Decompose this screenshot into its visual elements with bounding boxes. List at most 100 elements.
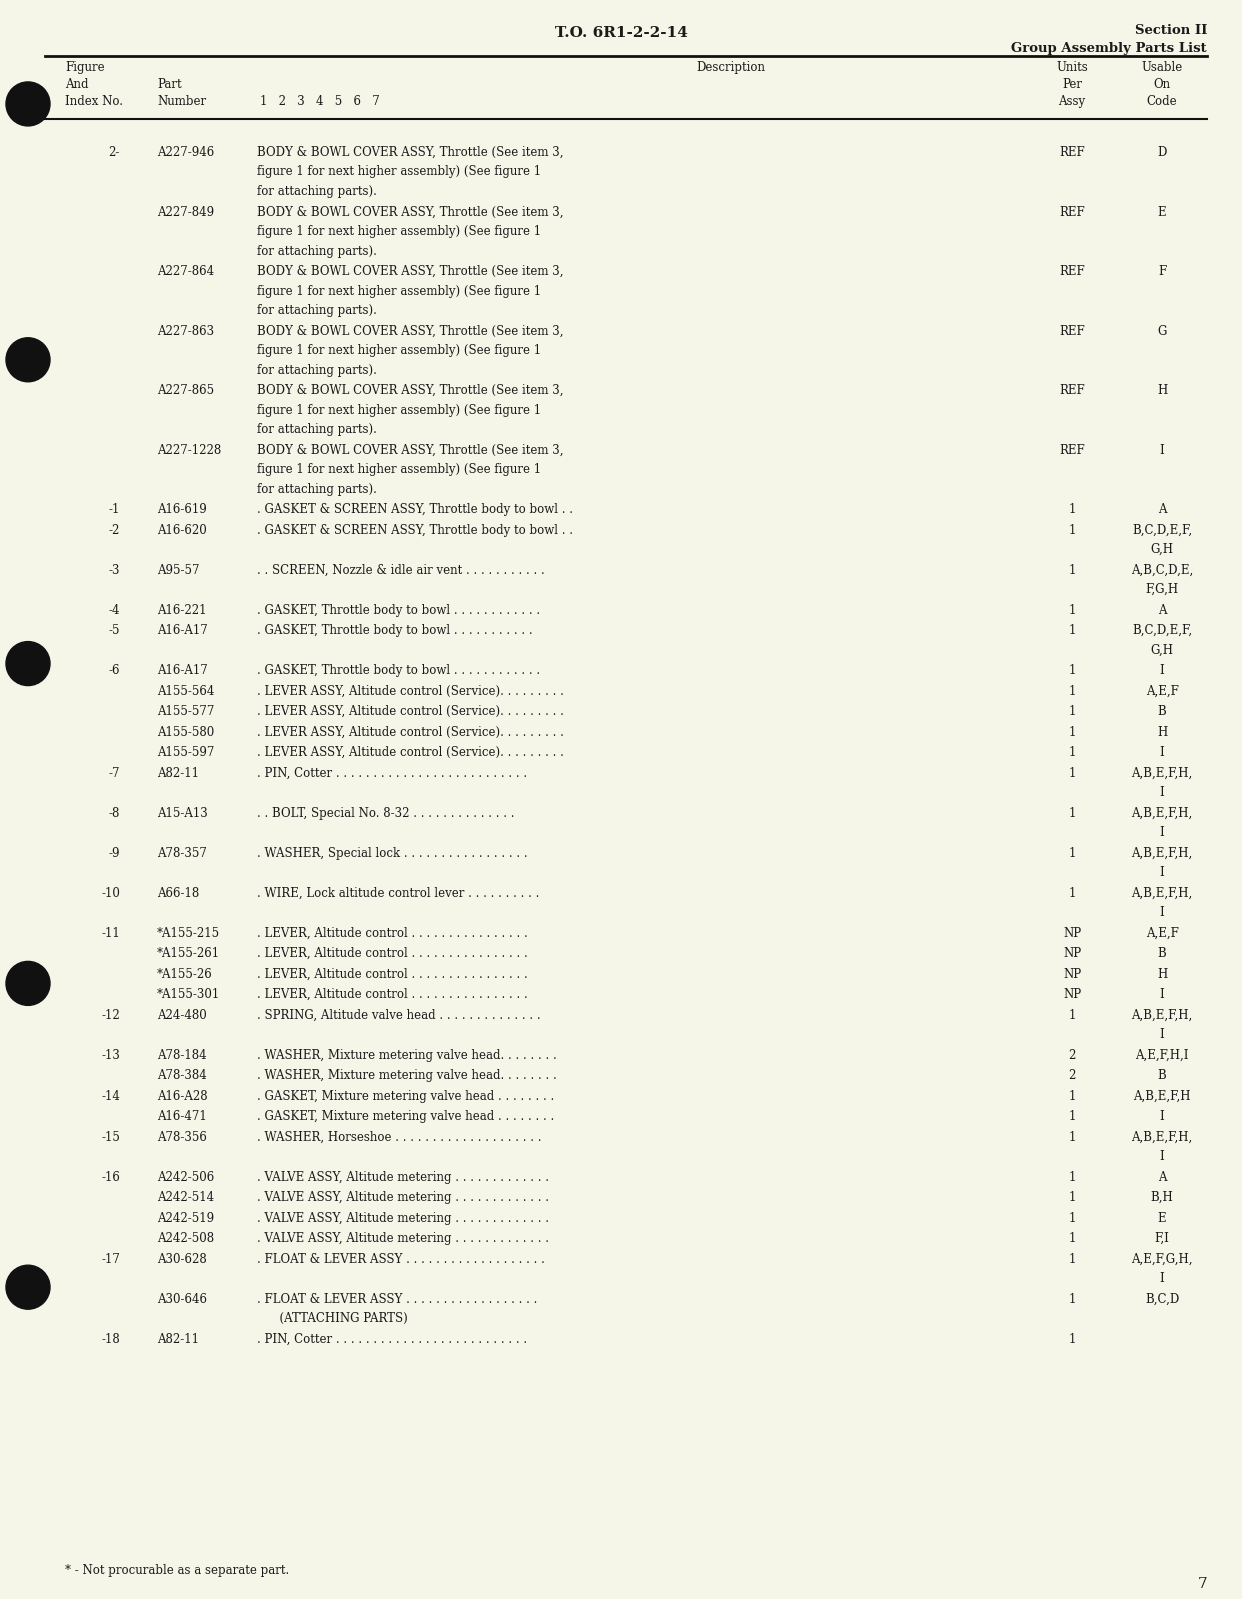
- Text: A227-865: A227-865: [156, 384, 214, 397]
- Text: . GASKET, Throttle body to bowl . . . . . . . . . . . .: . GASKET, Throttle body to bowl . . . . …: [257, 603, 540, 617]
- Text: Usable: Usable: [1141, 61, 1182, 74]
- Text: for attaching parts).: for attaching parts).: [257, 363, 376, 376]
- Text: A82-11: A82-11: [156, 766, 199, 779]
- Text: A16-471: A16-471: [156, 1110, 206, 1122]
- Text: 1: 1: [1068, 523, 1076, 537]
- Text: REF: REF: [1059, 206, 1084, 219]
- Text: -17: -17: [101, 1252, 120, 1265]
- Text: A16-A17: A16-A17: [156, 624, 207, 636]
- Text: 1: 1: [1068, 886, 1076, 900]
- Text: BODY & BOWL COVER ASSY, Throttle (See item 3,: BODY & BOWL COVER ASSY, Throttle (See it…: [257, 325, 564, 337]
- Text: *A155-26: *A155-26: [156, 967, 212, 980]
- Text: I: I: [1160, 988, 1165, 1001]
- Text: BODY & BOWL COVER ASSY, Throttle (See item 3,: BODY & BOWL COVER ASSY, Throttle (See it…: [257, 146, 564, 158]
- Text: A95-57: A95-57: [156, 563, 200, 577]
- Circle shape: [6, 641, 50, 686]
- Text: A,B,E,F,H,: A,B,E,F,H,: [1131, 806, 1192, 820]
- Text: Assy: Assy: [1058, 94, 1086, 109]
- Text: 1: 1: [1068, 1332, 1076, 1345]
- Text: I: I: [1160, 787, 1165, 800]
- Text: -8: -8: [108, 806, 120, 820]
- Text: B: B: [1158, 1070, 1166, 1083]
- Text: A155-580: A155-580: [156, 726, 215, 739]
- Text: NP: NP: [1063, 947, 1081, 959]
- Text: A82-11: A82-11: [156, 1332, 199, 1345]
- Text: . . SCREEN, Nozzle & idle air vent . . . . . . . . . . .: . . SCREEN, Nozzle & idle air vent . . .…: [257, 563, 545, 577]
- Text: A: A: [1158, 603, 1166, 617]
- Text: . SPRING, Altitude valve head . . . . . . . . . . . . . .: . SPRING, Altitude valve head . . . . . …: [257, 1009, 540, 1022]
- Text: . PIN, Cotter . . . . . . . . . . . . . . . . . . . . . . . . . .: . PIN, Cotter . . . . . . . . . . . . . …: [257, 1332, 527, 1345]
- Text: 2: 2: [1068, 1070, 1076, 1083]
- Text: T.O. 6R1-2-2-14: T.O. 6R1-2-2-14: [555, 26, 687, 40]
- Text: 1: 1: [1068, 624, 1076, 636]
- Text: A227-1228: A227-1228: [156, 443, 221, 456]
- Text: Figure: Figure: [65, 61, 104, 74]
- Text: And: And: [65, 78, 88, 91]
- Text: A227-864: A227-864: [156, 265, 214, 278]
- Text: Number: Number: [156, 94, 206, 109]
- Text: F,I: F,I: [1155, 1231, 1170, 1246]
- Text: BODY & BOWL COVER ASSY, Throttle (See item 3,: BODY & BOWL COVER ASSY, Throttle (See it…: [257, 384, 564, 397]
- Text: I: I: [1160, 907, 1165, 919]
- Text: A,B,E,F,H: A,B,E,F,H: [1133, 1089, 1191, 1102]
- Text: G,H: G,H: [1150, 643, 1174, 657]
- Text: for attaching parts).: for attaching parts).: [257, 245, 376, 257]
- Text: 1: 1: [1068, 705, 1076, 718]
- Text: Section II: Section II: [1135, 24, 1207, 37]
- Text: . FLOAT & LEVER ASSY . . . . . . . . . . . . . . . . . .: . FLOAT & LEVER ASSY . . . . . . . . . .…: [257, 1292, 538, 1305]
- Text: -14: -14: [101, 1089, 120, 1102]
- Text: A78-184: A78-184: [156, 1049, 206, 1062]
- Text: for attaching parts).: for attaching parts).: [257, 483, 376, 496]
- Text: 1: 1: [1068, 806, 1076, 820]
- Text: Description: Description: [697, 61, 765, 74]
- Text: Group Assembly Parts List: Group Assembly Parts List: [1011, 42, 1207, 54]
- Text: 1: 1: [1068, 1212, 1076, 1225]
- Text: A155-577: A155-577: [156, 705, 215, 718]
- Text: B,H: B,H: [1150, 1191, 1174, 1204]
- Text: . LEVER, Altitude control . . . . . . . . . . . . . . . .: . LEVER, Altitude control . . . . . . . …: [257, 988, 528, 1001]
- Text: 1: 1: [1068, 1009, 1076, 1022]
- Text: -12: -12: [102, 1009, 120, 1022]
- Text: A16-620: A16-620: [156, 523, 206, 537]
- Text: A,E,F: A,E,F: [1145, 684, 1179, 697]
- Text: . GASKET & SCREEN ASSY, Throttle body to bowl . .: . GASKET & SCREEN ASSY, Throttle body to…: [257, 504, 573, 516]
- Text: -1: -1: [108, 504, 120, 516]
- Text: A78-384: A78-384: [156, 1070, 206, 1083]
- Text: NP: NP: [1063, 926, 1081, 940]
- Text: 1: 1: [1068, 846, 1076, 860]
- Text: . FLOAT & LEVER ASSY . . . . . . . . . . . . . . . . . . .: . FLOAT & LEVER ASSY . . . . . . . . . .…: [257, 1252, 545, 1265]
- Circle shape: [6, 1265, 50, 1310]
- Text: . WASHER, Horseshoe . . . . . . . . . . . . . . . . . . . .: . WASHER, Horseshoe . . . . . . . . . . …: [257, 1130, 542, 1143]
- Text: figure 1 for next higher assembly) (See figure 1: figure 1 for next higher assembly) (See …: [257, 464, 542, 477]
- Text: A: A: [1158, 1170, 1166, 1183]
- Text: figure 1 for next higher assembly) (See figure 1: figure 1 for next higher assembly) (See …: [257, 166, 542, 179]
- Text: -6: -6: [108, 664, 120, 676]
- Text: A78-357: A78-357: [156, 846, 207, 860]
- Text: 1: 1: [1068, 726, 1076, 739]
- Text: *A155-301: *A155-301: [156, 988, 220, 1001]
- Text: BODY & BOWL COVER ASSY, Throttle (See item 3,: BODY & BOWL COVER ASSY, Throttle (See it…: [257, 206, 564, 219]
- Text: E: E: [1158, 1212, 1166, 1225]
- Text: . WASHER, Mixture metering valve head. . . . . . . .: . WASHER, Mixture metering valve head. .…: [257, 1070, 556, 1083]
- Text: A30-646: A30-646: [156, 1292, 207, 1305]
- Text: . LEVER ASSY, Altitude control (Service). . . . . . . . .: . LEVER ASSY, Altitude control (Service)…: [257, 726, 564, 739]
- Text: I: I: [1160, 1028, 1165, 1041]
- Circle shape: [6, 82, 50, 126]
- Text: B,C,D,E,F,: B,C,D,E,F,: [1131, 523, 1192, 537]
- Text: figure 1 for next higher assembly) (See figure 1: figure 1 for next higher assembly) (See …: [257, 403, 542, 416]
- Text: 1   2   3   4   5   6   7: 1 2 3 4 5 6 7: [260, 94, 380, 109]
- Text: *A155-215: *A155-215: [156, 926, 220, 940]
- Text: A16-A28: A16-A28: [156, 1089, 207, 1102]
- Text: . PIN, Cotter . . . . . . . . . . . . . . . . . . . . . . . . . .: . PIN, Cotter . . . . . . . . . . . . . …: [257, 766, 527, 779]
- Text: A242-506: A242-506: [156, 1170, 215, 1183]
- Text: A227-863: A227-863: [156, 325, 214, 337]
- Text: H: H: [1156, 967, 1167, 980]
- Text: A242-519: A242-519: [156, 1212, 214, 1225]
- Text: . WIRE, Lock altitude control lever . . . . . . . . . .: . WIRE, Lock altitude control lever . . …: [257, 886, 539, 900]
- Text: A15-A13: A15-A13: [156, 806, 207, 820]
- Text: 1: 1: [1068, 1130, 1076, 1143]
- Text: -2: -2: [108, 523, 120, 537]
- Text: figure 1 for next higher assembly) (See figure 1: figure 1 for next higher assembly) (See …: [257, 225, 542, 238]
- Text: 1: 1: [1068, 1170, 1076, 1183]
- Text: . LEVER, Altitude control . . . . . . . . . . . . . . . .: . LEVER, Altitude control . . . . . . . …: [257, 947, 528, 959]
